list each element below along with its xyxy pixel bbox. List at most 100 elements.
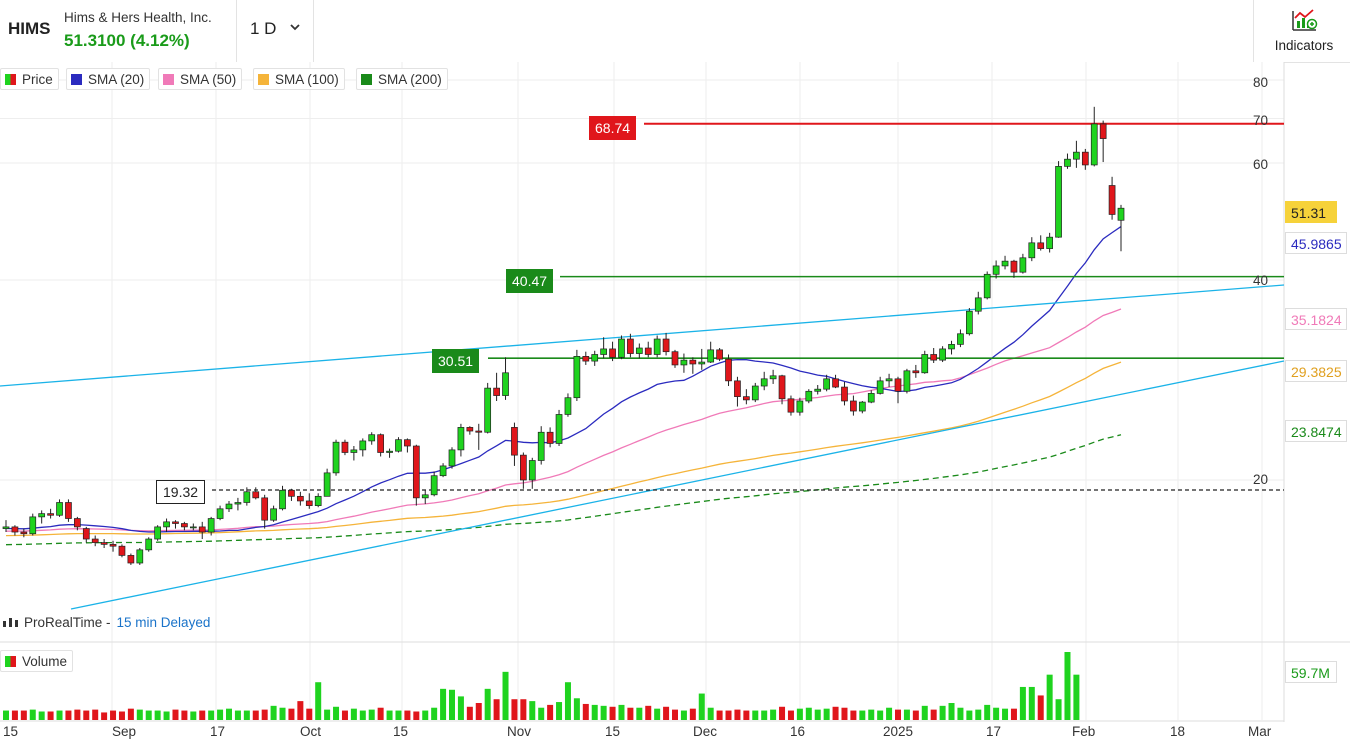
candle-body bbox=[82, 528, 90, 540]
candle bbox=[707, 341, 715, 364]
candle bbox=[805, 389, 813, 404]
sma20-swatch-icon bbox=[71, 73, 82, 85]
candle-body bbox=[1090, 123, 1098, 166]
volume-bar bbox=[154, 710, 161, 720]
volume-bar bbox=[359, 710, 366, 720]
volume-bar bbox=[823, 708, 830, 720]
legend-volume[interactable]: Volume bbox=[0, 650, 74, 672]
volume-bar bbox=[1046, 674, 1053, 720]
volume-bar bbox=[20, 710, 27, 720]
sma200-line bbox=[5, 434, 1122, 546]
candle bbox=[341, 439, 349, 456]
volume-bar bbox=[315, 682, 322, 720]
candle bbox=[680, 353, 688, 373]
candle-body bbox=[74, 518, 81, 528]
candle-body bbox=[493, 387, 500, 396]
volume-bar bbox=[903, 709, 910, 720]
candle-body bbox=[270, 508, 277, 521]
candle-body bbox=[858, 401, 866, 412]
candle bbox=[288, 488, 295, 501]
delay-link[interactable]: 15 min Delayed bbox=[116, 615, 211, 630]
volume-bar bbox=[493, 699, 500, 720]
volume-bar bbox=[386, 710, 393, 720]
price-change: 51.3100 (4.12%) bbox=[64, 31, 190, 50]
candle-body bbox=[154, 526, 161, 540]
indicators-button[interactable]: Indicators bbox=[1254, 0, 1350, 62]
volume-bar bbox=[895, 709, 901, 720]
volume-bar bbox=[243, 710, 250, 720]
volume-bar bbox=[252, 710, 259, 720]
candle bbox=[404, 438, 411, 453]
volume-bar bbox=[538, 707, 545, 720]
candle-body bbox=[484, 387, 492, 433]
candle bbox=[457, 423, 465, 457]
candle bbox=[992, 260, 1000, 279]
ticker-symbol[interactable]: HIMS bbox=[8, 19, 51, 38]
volume-bar bbox=[939, 705, 946, 720]
candle-body bbox=[939, 348, 946, 361]
legend-sma50[interactable]: SMA (50) bbox=[158, 68, 243, 90]
volume-bar bbox=[805, 707, 812, 720]
sma20-line bbox=[5, 226, 1122, 533]
candle-body bbox=[288, 489, 295, 497]
candle-body bbox=[894, 378, 902, 392]
legend-sma20[interactable]: SMA (20) bbox=[66, 68, 151, 90]
legend-sma200[interactable]: SMA (200) bbox=[356, 68, 448, 90]
volume-bar bbox=[324, 709, 331, 720]
candle-body bbox=[1099, 123, 1107, 139]
candle-body bbox=[297, 495, 304, 502]
candle-body bbox=[600, 348, 607, 355]
volume-bar bbox=[921, 705, 928, 720]
candle bbox=[74, 516, 81, 531]
candle-body bbox=[1081, 151, 1089, 166]
candle-body bbox=[1019, 257, 1027, 273]
volume-bar bbox=[199, 710, 206, 720]
candle-body bbox=[867, 393, 875, 403]
volume-value-label: 59.7M bbox=[1285, 661, 1337, 683]
candle-body bbox=[707, 349, 715, 363]
volume-bar bbox=[770, 709, 777, 720]
candle bbox=[439, 463, 447, 478]
candle-body bbox=[502, 372, 509, 396]
volume-bar bbox=[600, 705, 607, 720]
chevron-down-icon[interactable] bbox=[289, 22, 301, 32]
candle-body bbox=[136, 549, 144, 564]
volume-bar bbox=[734, 709, 741, 720]
candle-body bbox=[1073, 151, 1080, 160]
candle-body bbox=[65, 502, 72, 519]
volume-bar bbox=[127, 708, 134, 720]
y-tick: 70 bbox=[1252, 113, 1268, 128]
volume-bar bbox=[520, 699, 527, 720]
candle bbox=[591, 350, 599, 366]
candle bbox=[716, 348, 723, 362]
candle-body bbox=[760, 378, 768, 387]
candle-body bbox=[716, 349, 723, 360]
candle-body bbox=[2, 526, 10, 529]
interval-selector[interactable]: 1 D bbox=[250, 19, 277, 38]
legend-price[interactable]: Price bbox=[0, 68, 59, 90]
x-label: Oct bbox=[300, 724, 322, 739]
candle-body bbox=[1037, 242, 1045, 249]
candle-body bbox=[261, 497, 269, 521]
candle-body bbox=[189, 526, 197, 529]
candle-body bbox=[618, 338, 625, 358]
price-chart[interactable] bbox=[0, 62, 1350, 742]
volume-bar bbox=[814, 709, 821, 720]
legend-sma100[interactable]: SMA (100) bbox=[253, 68, 345, 90]
candle-body bbox=[876, 380, 884, 394]
volume-bar bbox=[707, 707, 714, 720]
volume-bar bbox=[422, 710, 429, 720]
candle-body bbox=[314, 495, 322, 506]
candle bbox=[912, 364, 920, 378]
candle bbox=[867, 390, 875, 404]
candle-body bbox=[1064, 158, 1071, 167]
candle bbox=[1046, 232, 1053, 253]
candle-body bbox=[921, 354, 929, 374]
candle bbox=[136, 548, 144, 565]
candle-body bbox=[564, 397, 572, 415]
candle-body bbox=[172, 521, 179, 524]
volume-bar bbox=[779, 706, 786, 720]
candle bbox=[582, 351, 590, 365]
candle bbox=[234, 497, 242, 511]
y-tick: 40 bbox=[1252, 273, 1268, 288]
